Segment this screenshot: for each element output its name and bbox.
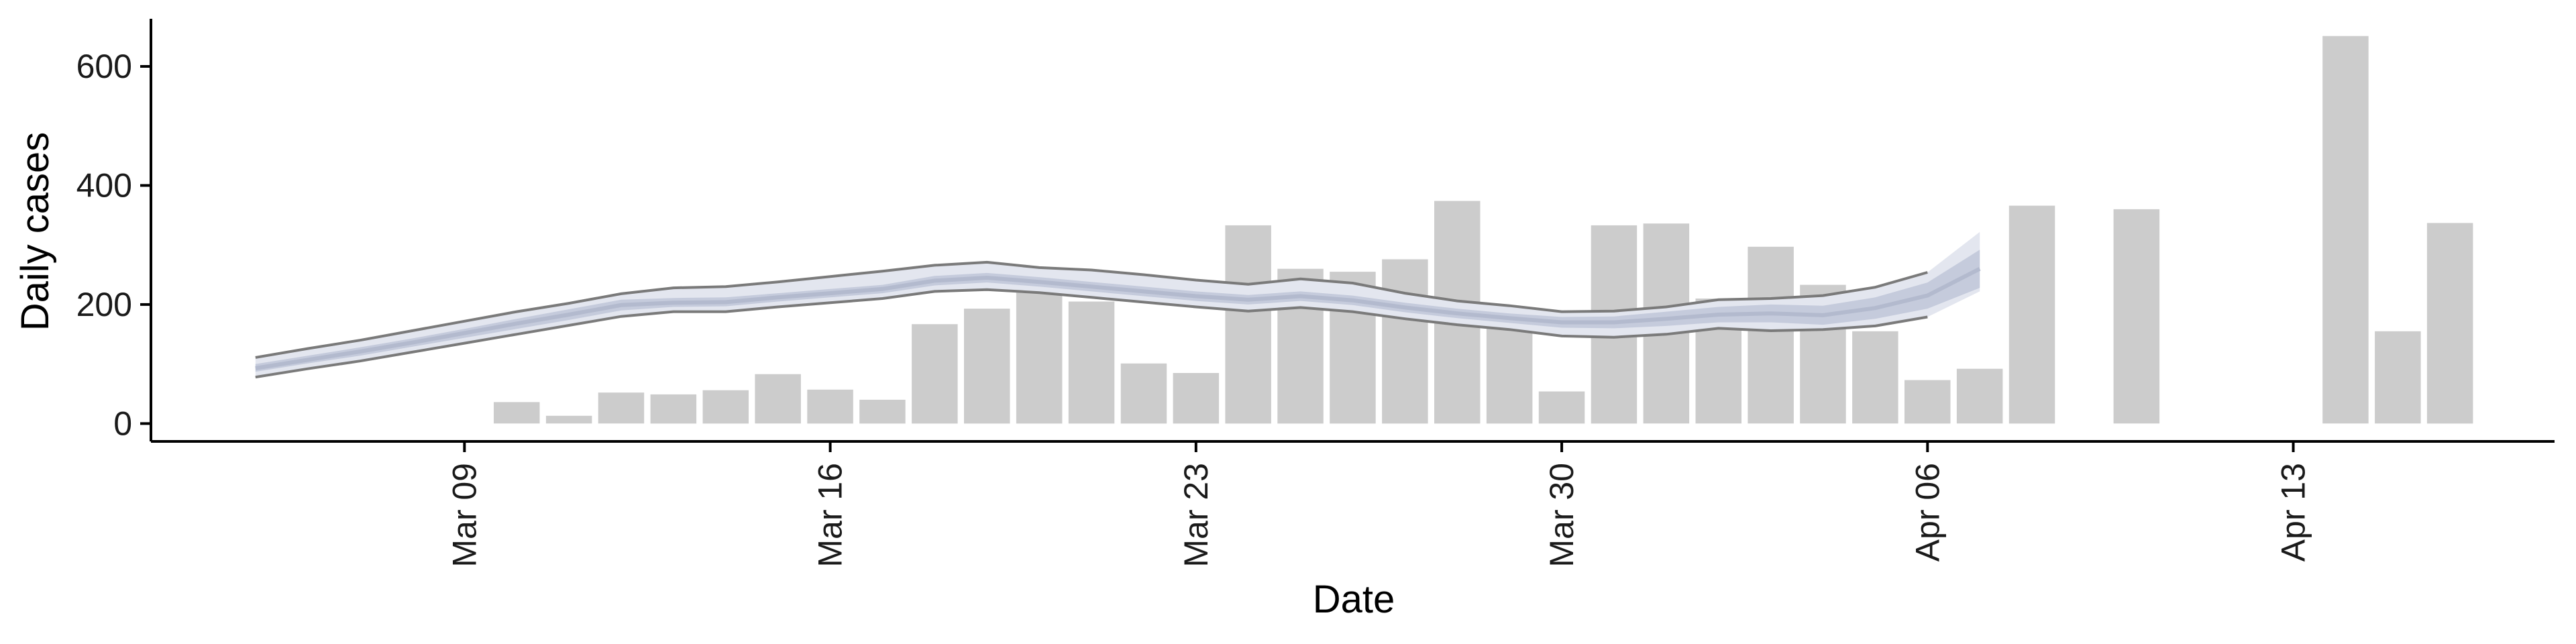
bar (1956, 368, 2003, 424)
bar (964, 309, 1010, 424)
bar (2322, 36, 2369, 424)
lower-bound-line (255, 288, 1928, 379)
bar (1225, 225, 1271, 424)
bar (859, 399, 906, 424)
bar (2426, 223, 2473, 424)
bar (2375, 331, 2421, 424)
bar (2008, 205, 2055, 424)
bar (2113, 209, 2160, 424)
y-tick-label: 400 (76, 166, 132, 204)
y-tick-label: 200 (76, 286, 132, 323)
median-line (255, 267, 1981, 370)
y-axis-title: Daily cases (13, 132, 57, 331)
bar (650, 394, 697, 424)
axes-layer (150, 19, 2555, 443)
bar (1382, 259, 1428, 424)
x-tick-label: Mar 09 (445, 463, 483, 568)
bar (598, 392, 645, 424)
bar (1173, 373, 1220, 424)
bar (1852, 331, 1898, 424)
upper-bound-line (255, 260, 1928, 359)
x-tick-label: Apr 06 (1909, 463, 1946, 561)
x-tick-label: Mar 30 (1543, 463, 1580, 568)
bar (1904, 380, 1951, 424)
bar (1068, 301, 1115, 424)
bar (1748, 246, 1794, 424)
y-tick-label: 0 (113, 405, 132, 442)
bar (1016, 290, 1063, 424)
bar (1538, 391, 1585, 424)
bar (494, 402, 540, 424)
ribbon-layer (255, 231, 1981, 379)
bar (1120, 363, 1167, 424)
x-tick-label: Mar 23 (1177, 463, 1215, 568)
bar (755, 374, 801, 424)
x-tick-label: Mar 16 (812, 463, 849, 568)
bar (545, 415, 592, 424)
bar (702, 390, 749, 424)
ticks-layer: 0 200 400 600 Mar 09 Mar 16 Mar 23 Mar 30 Apr 06… (76, 48, 2312, 568)
bar (912, 324, 958, 424)
bar (807, 389, 853, 424)
x-axis-title: Date (1313, 578, 1395, 621)
y-tick-label: 600 (76, 48, 132, 85)
bars-layer (494, 36, 2473, 424)
x-tick-label: Apr 13 (2275, 463, 2312, 561)
